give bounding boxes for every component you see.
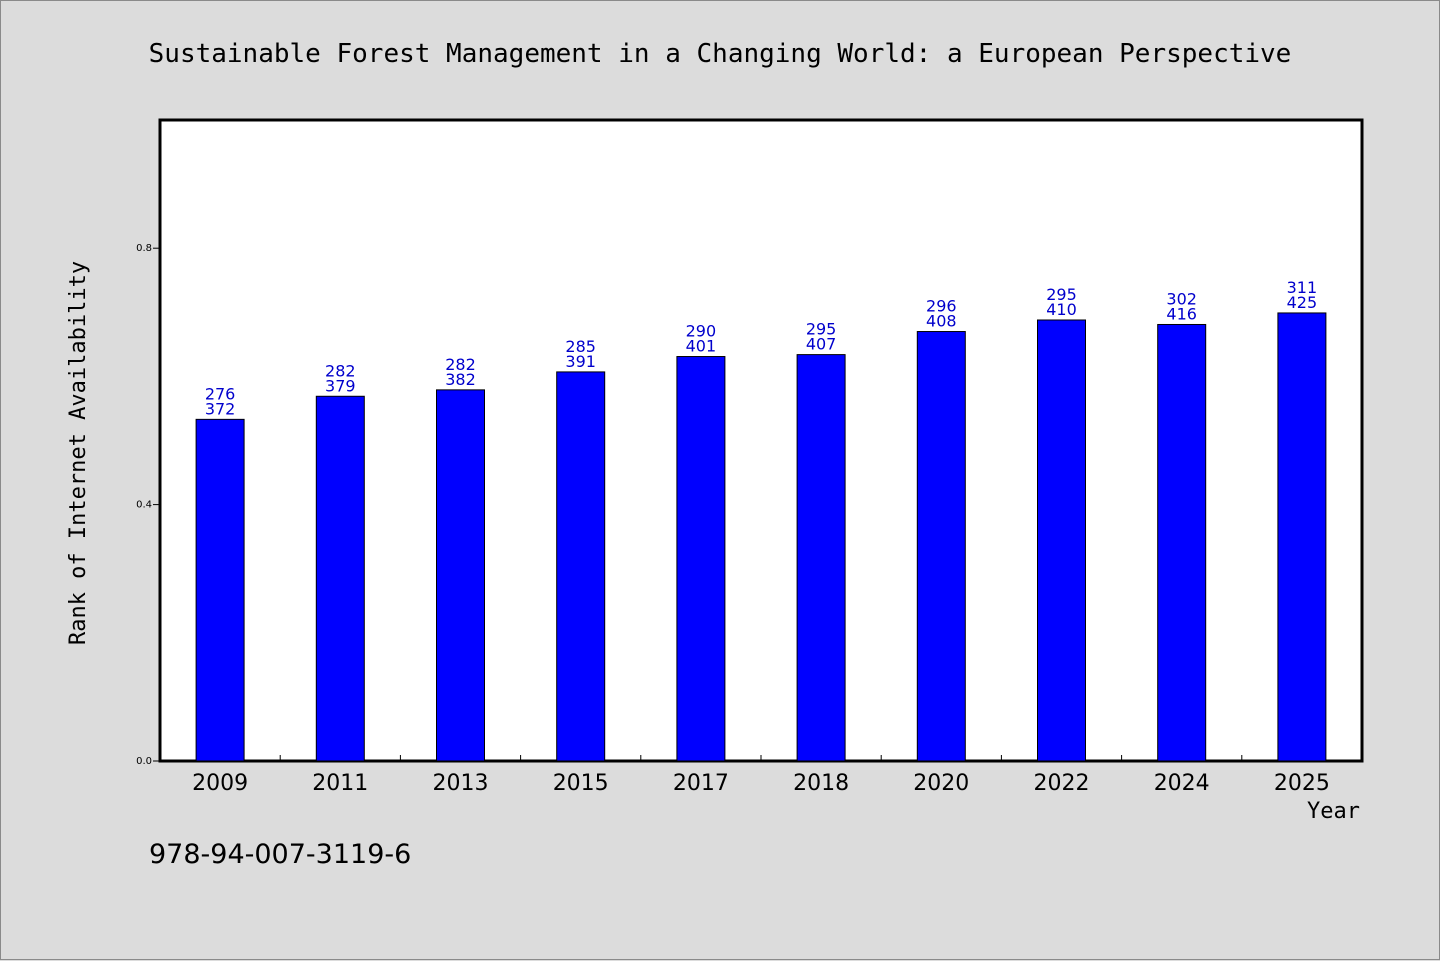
chart-title: Sustainable Forest Management in a Chang… <box>149 39 1292 69</box>
data-label-top: 296 <box>926 297 957 316</box>
data-label-top: 302 <box>1166 289 1197 308</box>
data-label-top: 311 <box>1287 278 1318 297</box>
bar-2015 <box>556 371 606 762</box>
y-axis-label: Rank of Internet Availability <box>66 261 91 645</box>
x-tick-label: 2015 <box>553 771 609 796</box>
data-label-bottom: 416 <box>1166 304 1197 323</box>
data-label-bottom: 382 <box>445 370 476 389</box>
data-label-bottom: 425 <box>1287 293 1318 312</box>
x-tick-label: 2024 <box>1154 771 1210 796</box>
x-tick-label: 2020 <box>913 771 969 796</box>
data-label-top: 282 <box>445 355 476 374</box>
bar-2017 <box>676 356 726 762</box>
isbn-footnote: 978-94-007-3119-6 <box>149 839 411 870</box>
data-labels: 2763722823792823822853912904012954072964… <box>205 278 1317 418</box>
bar-2020 <box>916 331 966 762</box>
data-label-top: 285 <box>565 337 596 356</box>
x-tick-label: 2011 <box>312 771 368 796</box>
data-label-bottom: 401 <box>686 337 717 356</box>
x-tick-label: 2025 <box>1274 771 1330 796</box>
data-label-top: 295 <box>806 320 837 339</box>
bar-2025 <box>1277 312 1327 762</box>
data-label-bottom: 410 <box>1046 300 1077 319</box>
bar-2022 <box>1037 319 1086 762</box>
y-tick-label: 0.8 <box>136 243 152 254</box>
bar-2013 <box>436 389 485 762</box>
x-axis-label: Year <box>1307 799 1360 824</box>
x-tick-label: 2022 <box>1034 771 1090 796</box>
data-label-bottom: 372 <box>205 399 236 418</box>
data-label-bottom: 408 <box>926 312 957 331</box>
data-label-bottom: 391 <box>565 352 596 371</box>
data-label-top: 295 <box>1046 285 1077 304</box>
x-axis: 2009 2011 2013 2015 2017 2018 2020 2022 2024 2025 <box>192 755 1330 796</box>
data-label-top: 282 <box>325 361 356 380</box>
data-label-top: 290 <box>686 322 717 341</box>
data-label-bottom: 407 <box>806 335 837 354</box>
y-tick-label: 0.4 <box>136 500 152 511</box>
y-tick-label: 0.0 <box>136 756 152 767</box>
x-tick-label: 2018 <box>793 771 849 796</box>
bar-2024 <box>1157 323 1207 762</box>
bar-2009 <box>195 418 245 762</box>
x-tick-label: 2013 <box>433 771 489 796</box>
bar-2018 <box>796 354 846 762</box>
y-axis: 0.0 0.4 0.8 <box>136 243 160 767</box>
bar-2011 <box>315 395 365 762</box>
x-tick-label: 2009 <box>192 771 248 796</box>
data-label-top: 276 <box>205 384 236 403</box>
x-tick-label: 2017 <box>673 771 729 796</box>
data-label-bottom: 379 <box>325 376 356 395</box>
bar-series <box>195 312 1327 762</box>
